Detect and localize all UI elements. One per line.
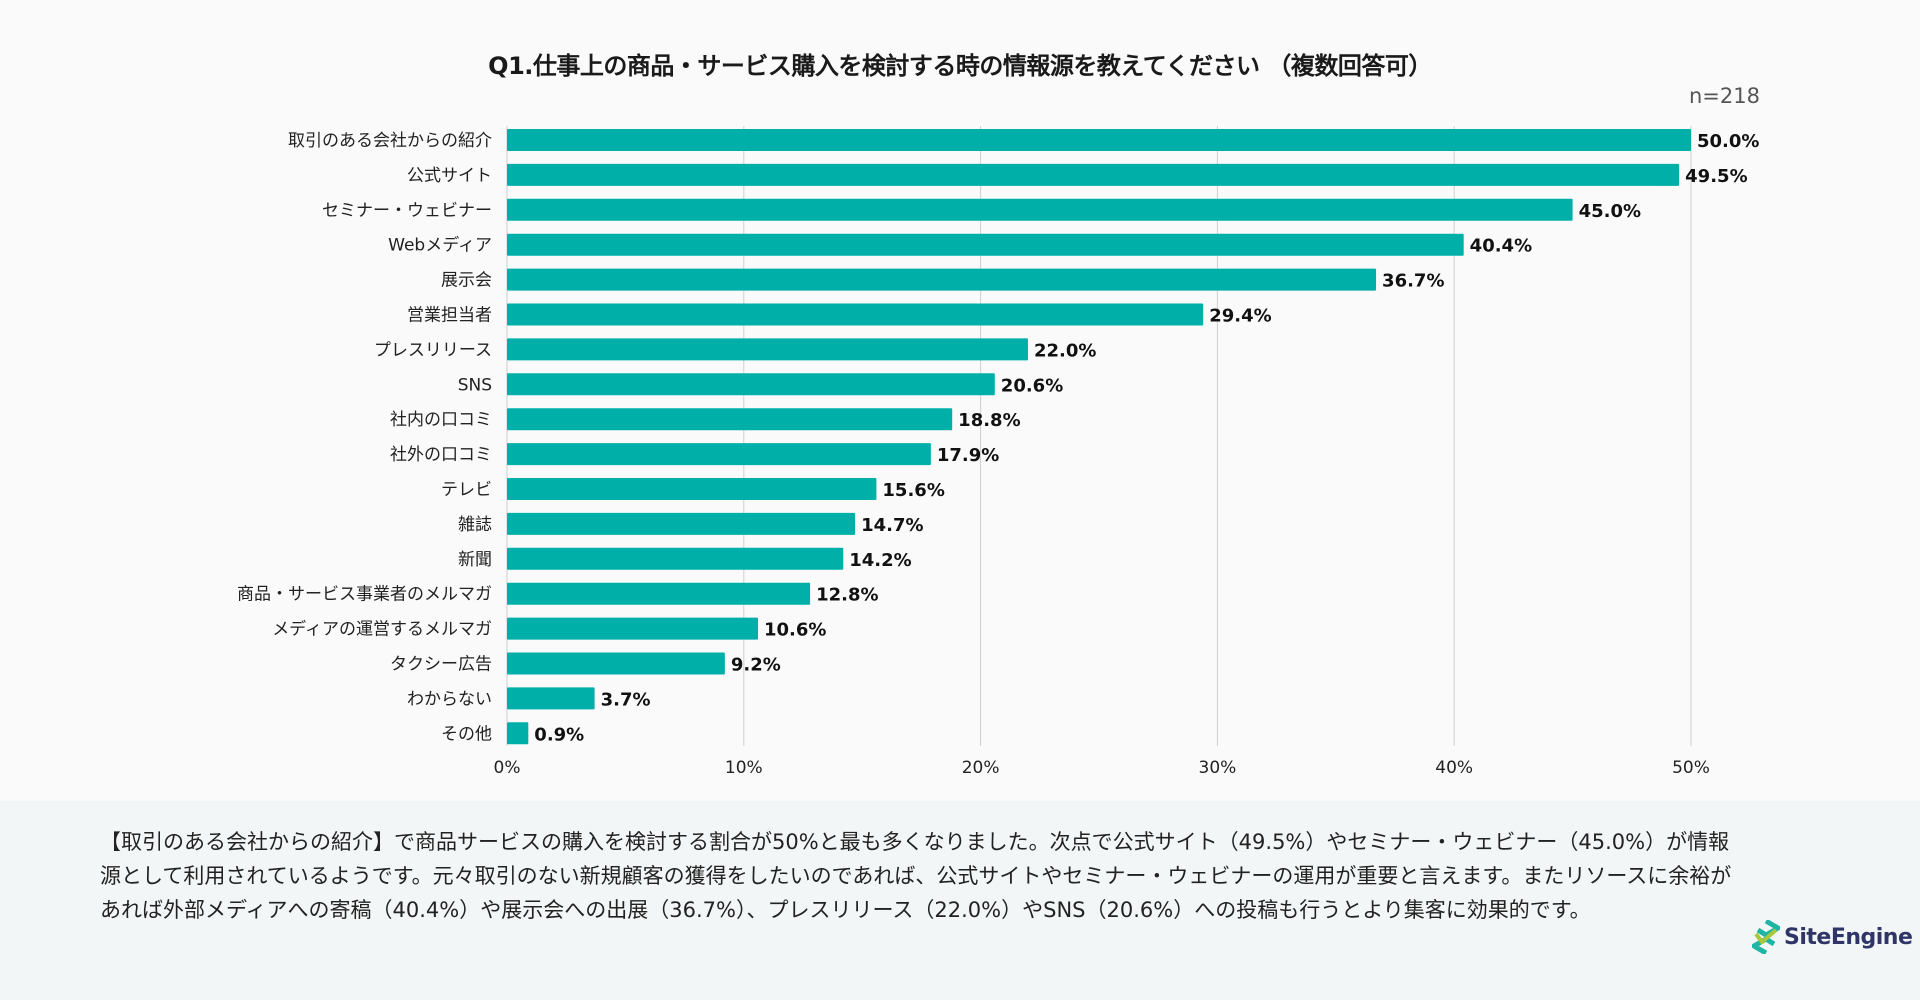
value-label: 36.7% <box>1382 271 1444 292</box>
value-label: 29.4% <box>1209 306 1271 327</box>
bar <box>507 338 1028 361</box>
value-label: 50.0% <box>1697 131 1759 152</box>
site-engine-logo-icon <box>1752 920 1780 954</box>
bar <box>507 303 1204 326</box>
bar <box>507 582 811 605</box>
bar <box>507 687 595 710</box>
category-label: セミナー・ウェビナー <box>322 201 492 221</box>
category-label: テレビ <box>441 480 492 500</box>
category-label: 展示会 <box>441 271 492 291</box>
bar <box>507 443 931 466</box>
bar <box>507 512 856 535</box>
value-label: 15.6% <box>882 480 944 501</box>
gridlines <box>506 126 1692 746</box>
x-tick-label: 40% <box>1435 758 1473 778</box>
x-tick-label: 20% <box>962 758 1000 778</box>
value-label: 49.5% <box>1685 166 1747 187</box>
category-label: 新聞 <box>458 550 492 570</box>
site-engine-logo: SiteEngine <box>1752 920 1913 954</box>
category-label: 雑誌 <box>458 515 492 535</box>
bar <box>507 373 995 396</box>
value-label: 12.8% <box>816 585 878 606</box>
value-label: 20.6% <box>1001 375 1063 396</box>
bar <box>507 478 877 500</box>
summary-panel: 【取引のある会社からの紹介】で商品サービスの購入を検討する割合が50%と最も多く… <box>0 801 1920 1000</box>
category-label: 取引のある会社からの紹介 <box>288 131 492 151</box>
bar <box>507 652 725 675</box>
category-label: 商品・サービス事業者のメルマガ <box>237 585 492 605</box>
value-label: 18.8% <box>958 410 1020 431</box>
value-label: 45.0% <box>1579 201 1641 222</box>
category-label: 社外の口コミ <box>390 445 492 465</box>
summary-text: 【取引のある会社からの紹介】で商品サービスの購入を検討する割合が50%と最も多く… <box>100 830 1732 922</box>
category-label: メディアの運営するメルマガ <box>272 619 492 640</box>
value-label: 14.7% <box>861 515 923 536</box>
x-axis-ticks: 0% 10% 20% 30% 40% 50% <box>494 758 1710 778</box>
value-label: 22.0% <box>1034 340 1096 361</box>
value-labels: 50.0% 49.5% 45.0% 40.4% 36.7% 29.4% 22.0% 20.6%… <box>534 131 1759 745</box>
bar <box>507 129 1691 151</box>
category-label: 営業担当者 <box>407 306 492 326</box>
value-label: 14.2% <box>849 550 911 571</box>
bar <box>507 233 1464 256</box>
category-label: Webメディア <box>388 235 492 256</box>
category-label: プレスリリース <box>374 340 492 360</box>
value-label: 9.2% <box>731 655 781 676</box>
value-label: 17.9% <box>937 445 999 466</box>
x-tick-label: 10% <box>725 758 763 778</box>
bar <box>507 617 759 640</box>
category-label: わからない <box>407 689 492 709</box>
x-tick-label: 30% <box>1199 758 1237 778</box>
bar <box>507 408 953 431</box>
category-label: その他 <box>441 724 492 744</box>
bar <box>507 547 844 570</box>
value-label: 0.9% <box>534 724 584 745</box>
value-label: 40.4% <box>1470 236 1532 257</box>
bar <box>507 722 529 745</box>
sample-size-label: n=218 <box>1689 84 1760 108</box>
category-label: 社内の口コミ <box>390 410 492 430</box>
site-engine-logo-text: SiteEngine <box>1784 924 1913 950</box>
value-label: 3.7% <box>601 689 651 710</box>
category-label: SNS <box>458 375 492 395</box>
value-label: 10.6% <box>764 620 826 641</box>
bars <box>507 129 1691 745</box>
chart-title: Q1.仕事上の商品・サービス購入を検討する時の情報源を教えてください （複数回答… <box>488 52 1432 80</box>
category-label: 公式サイト <box>407 166 492 186</box>
bar <box>507 198 1573 221</box>
category-label: タクシー広告 <box>390 655 492 675</box>
x-tick-label: 50% <box>1672 758 1710 778</box>
bar <box>507 163 1680 186</box>
x-tick-label: 0% <box>494 758 521 778</box>
bar <box>507 268 1377 291</box>
